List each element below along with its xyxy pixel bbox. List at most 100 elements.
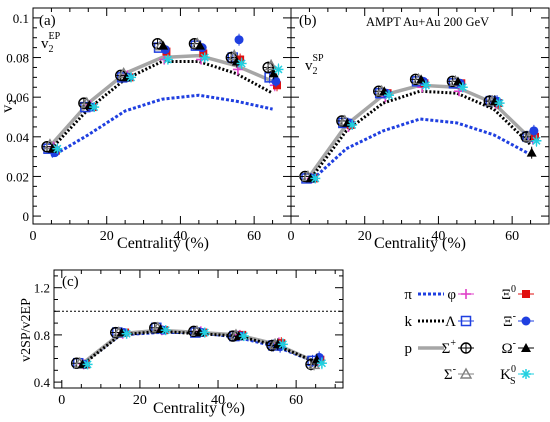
panel-c-marker-K0S: [82, 359, 93, 370]
panel-b-curve-k: [308, 89, 532, 182]
panel-a-marker-Omega-: [268, 68, 279, 78]
panel-b-observable-sub: 2: [313, 66, 318, 77]
panel-c-x-tick-label: 20: [133, 393, 147, 408]
panel-a-marker-Xi-: [234, 35, 244, 45]
panel-a-marker-K0S: [273, 64, 284, 75]
panel-c-marker-K0S: [199, 327, 210, 338]
panel-b-marker-Xi0: [530, 132, 539, 141]
panel-b-x-tick-label: 40: [431, 229, 445, 244]
panel-c-marker-K0S: [238, 331, 249, 342]
legend-label-k: k: [405, 314, 413, 330]
panel-c-x-axis-label: Centrality (%): [153, 400, 245, 417]
legend-marker-phi: [461, 289, 471, 299]
panel-b-marker-Omega-: [416, 74, 427, 84]
panel-a-marker-Xi-: [271, 76, 281, 86]
panel-a-markers: [41, 33, 284, 158]
panel-a-ylabel-sub: 2: [7, 99, 19, 105]
legend: πkp φΛ Σ+ Σ- Ξ0 Ξ- Ω- K0 S: [404, 284, 534, 387]
legend-marker-Sigma+: [460, 342, 472, 354]
panel-a-x-axis-label: Centrality (%): [117, 235, 209, 252]
panel-a-marker-Xi0: [199, 49, 208, 58]
panel-b-observable: v2 SP: [305, 53, 324, 77]
panel-b-x-axis-label: Centrality (%): [374, 235, 466, 252]
panel-c-x-tick-label: 0: [58, 393, 65, 408]
panel-c-markers: [70, 321, 327, 371]
legend-label-Xi-: Ξ-: [503, 311, 516, 330]
panel-c-ylabel: v2SP/v2EP: [19, 298, 34, 362]
panel-b-marker-K0S: [494, 98, 505, 109]
panel-c-marker-K0S: [160, 325, 171, 336]
panel-b-observable-sup: SP: [313, 53, 325, 64]
panel-a-x-tick-label: 0: [30, 229, 37, 244]
panel-a-x-tick-label: 40: [173, 229, 187, 244]
panel-a-marker-Sigma-: [228, 49, 241, 61]
panel-b-observable-base: v: [305, 58, 313, 74]
panel-a-marker-Omega-: [194, 40, 205, 50]
panel-b-marker-K0S: [347, 119, 358, 130]
panel-c-x-tick-label: 40: [211, 393, 225, 408]
panel-b-marker-Omega-: [452, 76, 463, 86]
legend-marker-Xi-: [521, 316, 531, 326]
panel-a-y-tick-label: 0: [23, 209, 30, 224]
panel-b-marker-Xi-: [529, 126, 539, 136]
panel-b-marker-K0S: [457, 82, 468, 93]
panel-b-ticks: 0 20 40 60: [288, 8, 550, 244]
panel-b: 0 20 40 60 (b) AMPT Au+Au 200 GeV v2 SP Cent…: [288, 7, 550, 252]
legend-label-p: p: [405, 341, 413, 357]
panel-c-y-axis-label: v2SP/v2EP: [19, 298, 34, 362]
panel-a-ylabel-base: v: [0, 105, 16, 113]
panel-a-marker-K0S: [199, 52, 210, 63]
legend-label-phi: φ: [447, 287, 456, 303]
panel-c-marker-K0S: [121, 328, 132, 339]
panel-b-marker-K0S: [531, 135, 542, 146]
panel-b-title: AMPT Au+Au 200 GeV: [366, 15, 489, 29]
panel-c: 0 20 40 60 0.4 0.8 1.2 (c) v2SP/v2EP Centralit…: [19, 269, 344, 417]
panel-c-x-tick-label: 60: [289, 393, 303, 408]
panel-a-tag: (a): [39, 13, 56, 29]
panel-a-observable-sup: EP: [49, 31, 61, 42]
panel-b-marker-K0S: [420, 80, 431, 91]
panel-b-x-tick-label: 0: [288, 229, 295, 244]
panel-a-marker-Sigma-: [264, 59, 278, 71]
panel-a-y-tick-label: 0.02: [6, 169, 29, 184]
legend-marker-Xi0: [522, 290, 530, 298]
panel-c-marker-K0S: [316, 358, 327, 369]
legend-marker-Sigma-: [459, 367, 473, 379]
panel-a-y-tick-label: 0.08: [6, 51, 29, 66]
panel-a-y-tick-label: 0.04: [6, 130, 29, 145]
panel-a-x-tick-label: 60: [247, 229, 261, 244]
panel-a-marker-K0S: [89, 102, 100, 113]
panel-a-y-axis-label: v2: [0, 99, 19, 113]
panel-a-marker-K0S: [236, 58, 247, 69]
legend-label-Omega-: Ω-: [502, 338, 517, 357]
panel-c-ticks: 0 20 40 60 0.4 0.8 1.2: [34, 270, 343, 408]
panel-a-curve-pi: [50, 93, 273, 158]
panel-b-markers: [299, 72, 542, 184]
panel-a-marker-K0S: [162, 54, 173, 65]
panel-c-y-tick-label: 1.2: [34, 281, 50, 296]
panel-b-curve-pi: [308, 117, 532, 184]
legend-marker-Lambda: [460, 315, 472, 327]
panel-a-x-tick-label: 20: [100, 229, 114, 244]
panel-a-observable-base: v: [41, 36, 49, 52]
panel-a-curves: [50, 53, 274, 158]
panel-b-marker-Omega-: [526, 147, 537, 157]
legend-label-pi: π: [404, 287, 412, 303]
legend-marker-K0S: [521, 369, 531, 379]
panel-a-observable: v2 EP: [41, 31, 61, 55]
legend-label-K0S: K0 S: [500, 364, 516, 387]
panel-b-marker-K0S: [310, 173, 321, 184]
panel-b-tag: (b): [299, 13, 317, 29]
panel-a-y-tick-label: 0.06: [6, 90, 29, 105]
panel-a-marker-Xi0: [236, 55, 245, 64]
panel-a-marker-K0S: [52, 143, 63, 154]
panel-b-x-tick-label: 20: [358, 229, 372, 244]
legend-label-Lambda: Λ: [445, 314, 456, 330]
panel-c-y-tick-label: 0.4: [34, 375, 51, 390]
panel-b-marker-K0S: [384, 90, 395, 101]
panel-c-marker-K0S: [277, 339, 288, 350]
panel-a-marker-Sigma+: [262, 61, 274, 74]
